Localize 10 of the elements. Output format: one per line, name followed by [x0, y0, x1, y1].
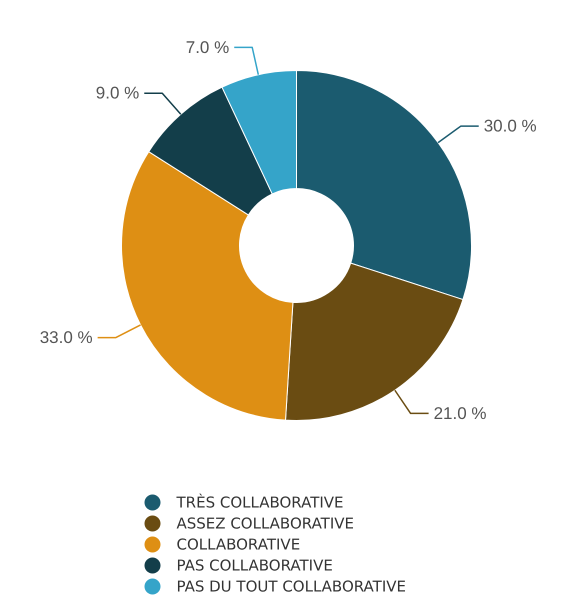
- data-label: 33.0 %: [40, 328, 93, 348]
- data-label: 30.0 %: [484, 116, 537, 136]
- legend-label: PAS COLLABORATIVE: [176, 556, 333, 574]
- legend-label: ASSEZ COLLABORATIVE: [176, 514, 354, 532]
- legend-label: PAS DU TOUT COLLABORATIVE: [176, 578, 406, 595]
- data-label: 21.0 %: [434, 404, 487, 423]
- legend-label: COLLABORATIVE: [176, 536, 300, 554]
- legend-label: TRÈS COLLABORATIVE: [176, 494, 344, 512]
- data-label: 9.0 %: [96, 84, 140, 103]
- data-label: 7.0 %: [186, 38, 230, 57]
